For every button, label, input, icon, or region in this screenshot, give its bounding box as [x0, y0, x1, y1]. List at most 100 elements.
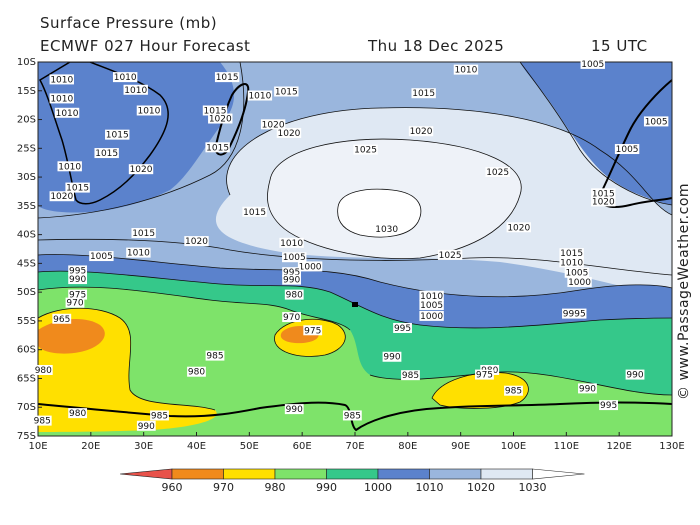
isobar-label-bg	[284, 289, 304, 300]
copyright-text: © www.PassageWeather.com	[676, 182, 692, 400]
isobar-label-bg	[506, 222, 531, 233]
isobar-label: 1025	[485, 167, 510, 178]
isobar-label: 990	[282, 274, 301, 286]
legend-label: 1030	[519, 481, 547, 494]
legend-swatch-high	[532, 468, 585, 480]
legend-label: 960	[162, 481, 183, 494]
isobar-label: 1020	[276, 127, 302, 139]
isobar-label-text: 1015	[275, 87, 298, 97]
isobar-label-text: 975	[69, 291, 86, 301]
isobar-label: 985	[32, 415, 52, 427]
isobar-label: 975	[475, 369, 494, 381]
isobar-label: 1015	[105, 129, 130, 141]
isobar-label-text: 1015	[592, 189, 615, 199]
isobar-label: 985	[150, 410, 169, 421]
isobar-label-bg	[453, 64, 479, 75]
isobar-label-bg	[580, 58, 605, 69]
isobar-label: 1010	[112, 72, 138, 83]
isobar-label: 1000	[567, 276, 592, 288]
lon-label: 10E	[28, 441, 47, 452]
isobar-label-bg	[49, 93, 74, 104]
isobar-label: 1010	[123, 84, 148, 96]
isobar-label-text: 985	[505, 387, 522, 397]
isobar-label-bg	[150, 410, 169, 421]
isobar-label-text: 1010	[248, 92, 271, 102]
isobar-label: 990	[136, 420, 156, 432]
legend-swatch	[326, 468, 379, 480]
isobar-label-bg	[284, 404, 304, 415]
isobar-label-text: 980	[188, 368, 205, 378]
isobar-label-bg	[297, 261, 323, 272]
isobar-label-bg	[112, 72, 138, 83]
isobar-label-bg	[578, 383, 597, 394]
isobar-label-bg	[214, 72, 240, 83]
isobar-label-text: 1005	[420, 301, 443, 311]
isobar-label-text: 995	[600, 401, 617, 411]
isobar-label: 1010	[126, 247, 151, 259]
isobar-label: 995	[393, 322, 412, 334]
isobar-label-bg	[401, 370, 420, 381]
isobar-label-bg	[68, 289, 88, 300]
isobar-label-text: 1000	[420, 312, 443, 322]
isobar-label-text: 980	[286, 291, 303, 301]
isobar-label: 1020	[506, 222, 531, 233]
isobar-label-text: 1020	[507, 223, 530, 233]
isobar-label-bg	[408, 126, 434, 137]
isobar-label-bg	[94, 148, 119, 159]
isobar-label-text: 1000	[568, 278, 591, 288]
legend-swatch	[223, 468, 276, 480]
lat-label: 35S	[17, 201, 36, 212]
isobar-label-text: 1010	[50, 75, 73, 85]
lon-label: 30E	[134, 441, 153, 452]
isobar-label-text: 1005	[616, 145, 639, 155]
isobar-label-text: 985	[402, 371, 419, 381]
isobar-label-text: 975	[476, 371, 493, 381]
isobar-label-bg	[49, 191, 74, 202]
isobar-label-text: 1020	[410, 127, 433, 137]
isobar-label: 1010	[136, 105, 162, 116]
isobar-label: 1010	[49, 74, 74, 85]
isobar-label-bg	[342, 410, 362, 421]
isobar-label-bg	[136, 105, 162, 116]
isobar-label-bg	[475, 369, 494, 380]
isobar-label-bg	[274, 86, 299, 97]
isobar-label-bg	[208, 113, 233, 124]
isobar-label-text: 1015	[206, 143, 229, 153]
legend-swatch	[377, 468, 430, 480]
isobar-label: 985	[401, 370, 420, 381]
isobar-label-bg	[643, 116, 669, 127]
lon-label: 80E	[398, 441, 417, 452]
isobar-label: 1005	[419, 299, 444, 311]
forecast-date: Thu 18 Dec 2025	[368, 37, 505, 55]
isobar-label-text: 1015	[412, 89, 435, 99]
isobar-label: 975	[68, 289, 88, 301]
isobar-label: 1005	[282, 252, 307, 263]
legend-swatch	[274, 468, 327, 480]
isobar-label-text: 1020	[592, 197, 615, 207]
isobar-label-bg	[54, 107, 80, 118]
isobar-label-text: 985	[151, 411, 168, 421]
isobar-label-text: 1000	[299, 262, 322, 272]
isobar-label: 1010	[453, 64, 479, 76]
lon-label: 50E	[240, 441, 259, 452]
isobar-label-text: 980	[35, 366, 52, 376]
isobar-label-text: 1010	[114, 73, 137, 83]
isobar-label: 1015	[131, 228, 156, 239]
isobar-label: 1005	[89, 251, 114, 262]
isobar-label: 985	[504, 385, 523, 397]
isobar-label-bg	[437, 249, 463, 260]
isobar-label-bg	[591, 196, 616, 207]
isobar-label: 990	[382, 351, 402, 363]
isobar-label-bg	[105, 129, 130, 140]
isobar-label-bg	[393, 322, 412, 333]
lat-label: 25S	[17, 143, 36, 154]
isobar-label: 1020	[260, 119, 286, 130]
isobar-label-text: 1015	[106, 131, 129, 141]
isobar-label: 990	[625, 369, 645, 381]
isobar-label: 1020	[591, 196, 616, 207]
isobar-label-bg	[504, 385, 523, 396]
isobar-label-bg	[614, 144, 640, 155]
isobar-label-text: 1005	[581, 60, 604, 70]
isobar-label-bg	[411, 88, 436, 99]
isobar-label: 1015	[202, 105, 228, 116]
